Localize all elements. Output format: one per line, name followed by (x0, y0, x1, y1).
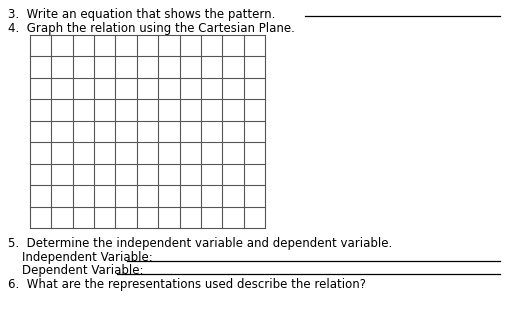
Text: 5.  Determine the independent variable and dependent variable.: 5. Determine the independent variable an… (8, 237, 392, 250)
Text: 4.  Graph the relation using the Cartesian Plane.: 4. Graph the relation using the Cartesia… (8, 22, 295, 35)
Text: Independent Variable:: Independent Variable: (22, 251, 153, 264)
Text: 3.  Write an equation that shows the pattern.: 3. Write an equation that shows the patt… (8, 8, 276, 21)
Text: Dependent Variable:: Dependent Variable: (22, 264, 144, 277)
Text: 6.  What are the representations used describe the relation?: 6. What are the representations used des… (8, 278, 366, 291)
